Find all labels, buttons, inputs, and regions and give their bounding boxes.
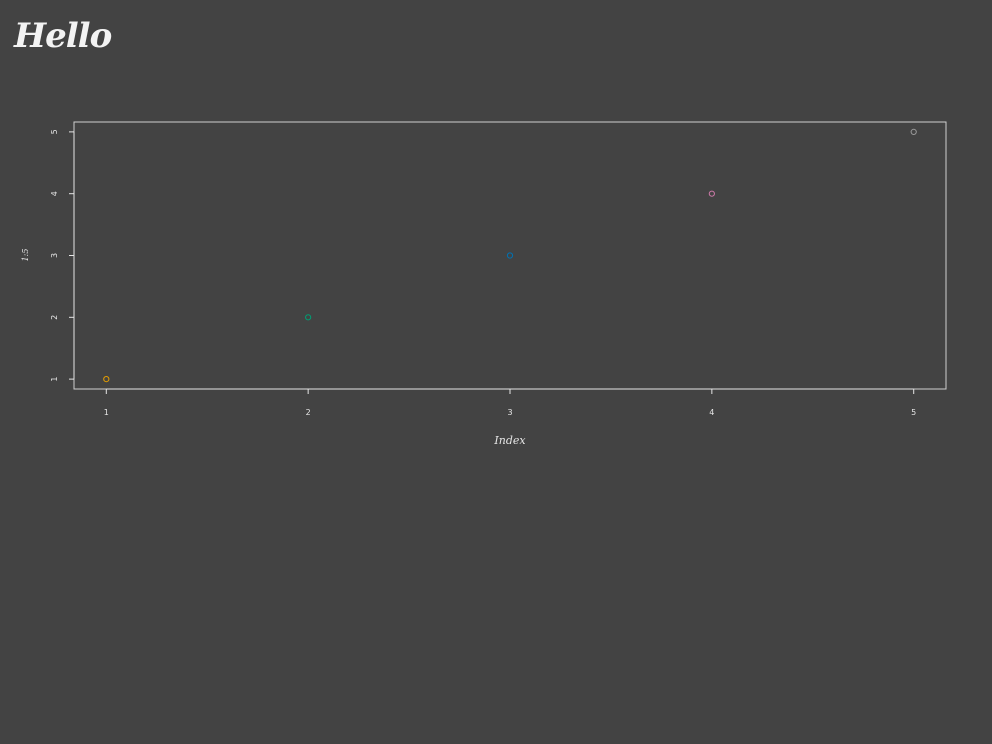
- y-tick-label: 5: [50, 129, 59, 134]
- x-tick-label: 3: [507, 408, 512, 417]
- x-tick-label: 5: [911, 408, 916, 417]
- y-axis: 1 2 3 4 5: [50, 129, 75, 382]
- page-title: Hello: [14, 16, 112, 56]
- data-point: [305, 314, 312, 321]
- data-point: [910, 128, 917, 135]
- data-points: [103, 128, 917, 383]
- y-tick-label: 2: [50, 315, 59, 320]
- x-tick-label: 2: [306, 408, 311, 417]
- plot-frame: [73, 121, 947, 390]
- y-tick-label: 3: [50, 253, 59, 258]
- x-tick-label: 1: [104, 408, 109, 417]
- x-tick-label: 4: [709, 408, 714, 417]
- x-axis: 1 2 3 4 5: [104, 388, 916, 417]
- data-point: [708, 190, 715, 197]
- y-tick-label: 1: [50, 377, 59, 382]
- data-point: [103, 376, 110, 383]
- y-axis-label: 1:5: [21, 249, 30, 262]
- x-axis-label: Index: [493, 434, 526, 447]
- y-tick-label: 4: [50, 191, 59, 196]
- data-point: [506, 252, 514, 259]
